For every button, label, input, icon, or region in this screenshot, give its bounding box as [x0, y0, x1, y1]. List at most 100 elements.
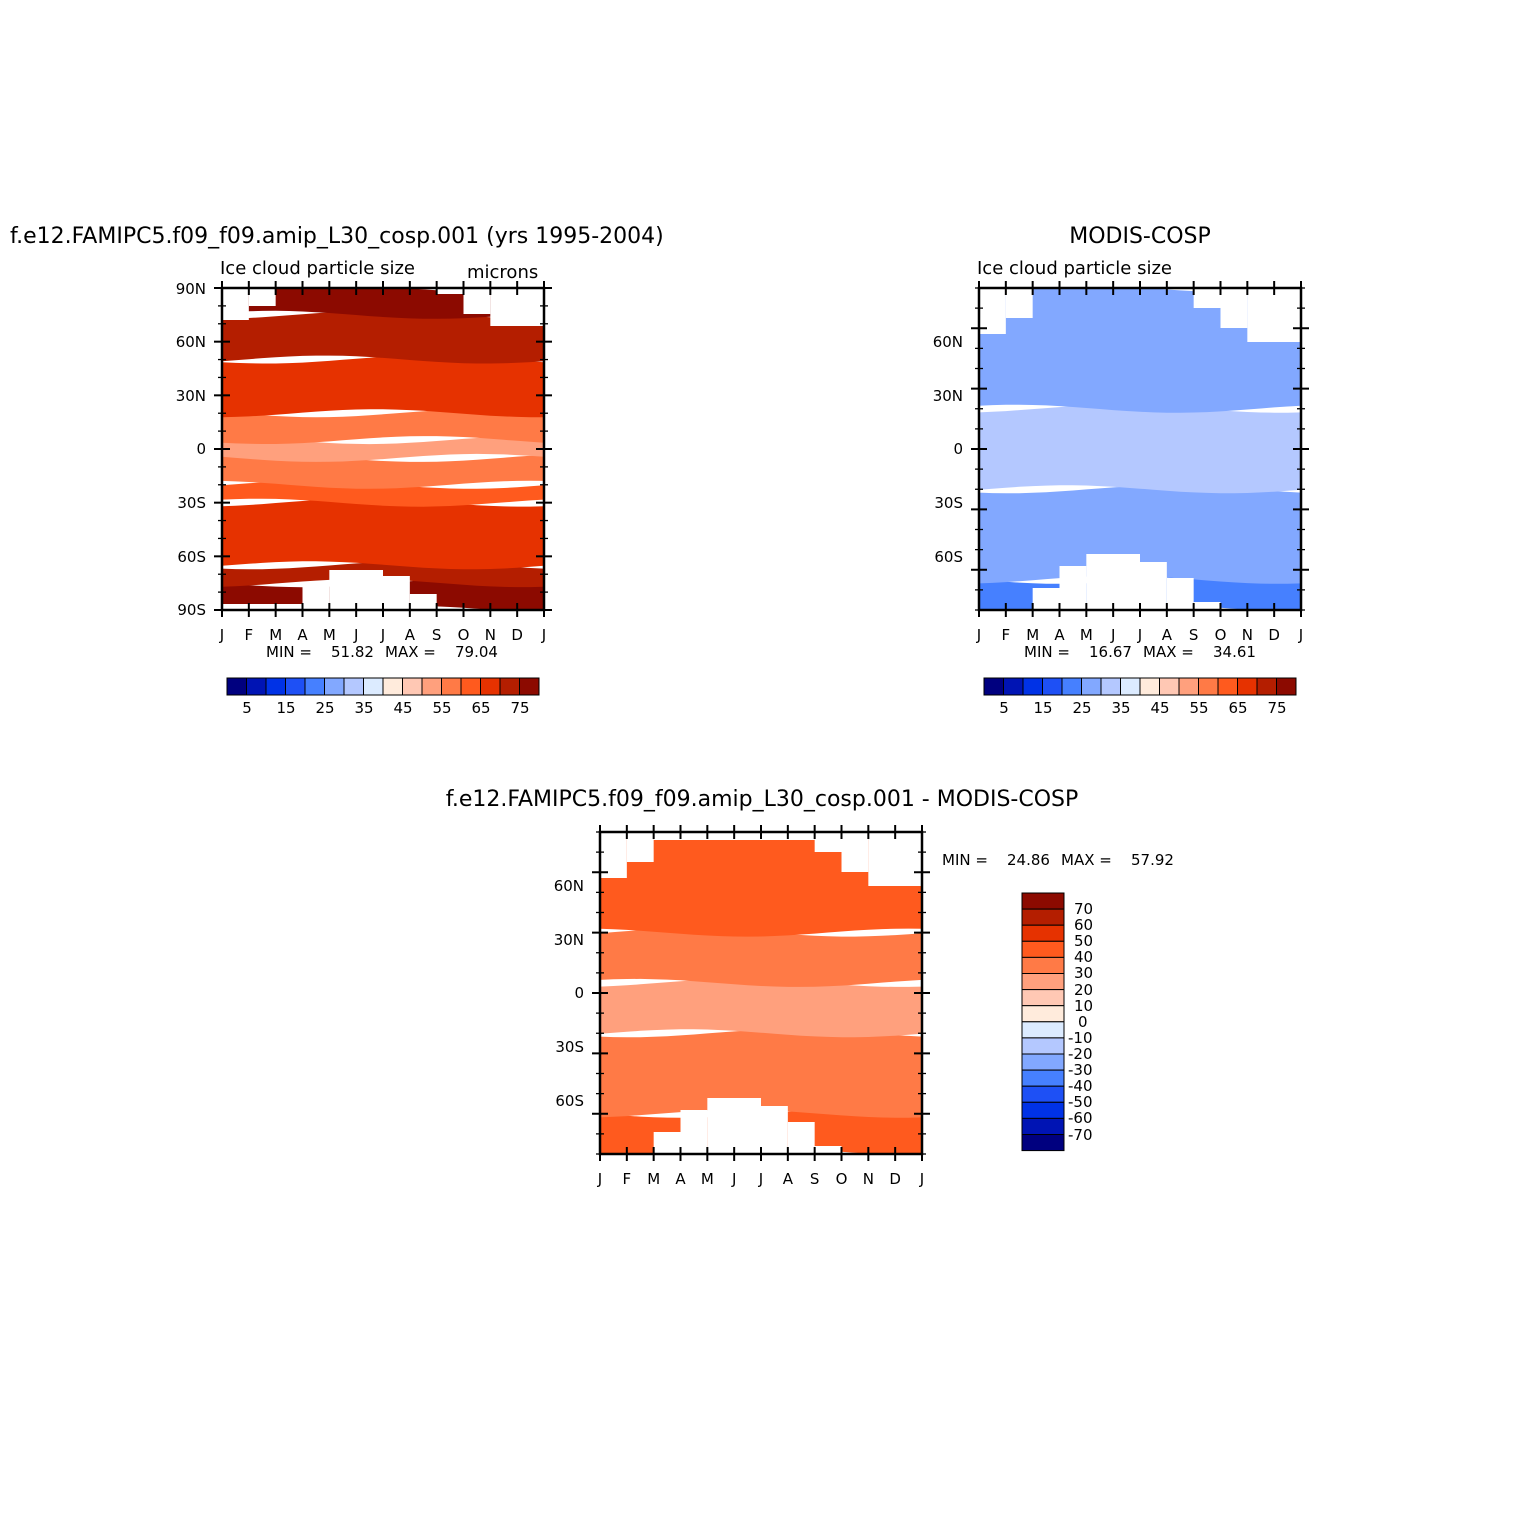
- contour-band: [222, 480, 544, 507]
- missing-data-mask: [463, 288, 491, 314]
- month-label: J: [380, 626, 385, 644]
- colorbar-swatch: [382, 677, 403, 696]
- colorbar-swatch: [1139, 677, 1160, 696]
- colorbar-label: 55: [1189, 699, 1208, 717]
- contour-band: [222, 454, 544, 489]
- missing-data-mask: [868, 832, 922, 886]
- month-label: J: [541, 626, 546, 644]
- colorbar-swatch: [441, 677, 462, 696]
- missing-data-mask: [1140, 562, 1167, 610]
- colorbar-swatch: [324, 677, 345, 696]
- contour-band: [600, 928, 922, 987]
- colorbar-label: 20: [1074, 981, 1093, 999]
- colorbar-label: 60: [1074, 916, 1093, 934]
- month-label: D: [889, 1170, 901, 1188]
- month-label: M: [701, 1170, 714, 1188]
- colorbar-swatch: [363, 677, 384, 696]
- lat-label: 90S: [177, 601, 206, 619]
- lat-label: 30S: [177, 494, 206, 512]
- colorbar-swatch: [1021, 1069, 1065, 1087]
- colorbar-swatch: [1061, 677, 1082, 696]
- month-label: O: [836, 1170, 848, 1188]
- contour-band: [600, 979, 922, 1038]
- panel-diff-colorbar: [1021, 892, 1065, 1152]
- colorbar-label: 0: [1078, 1013, 1088, 1031]
- panel-obs-max-value: 34.61: [1213, 643, 1256, 661]
- month-label: M: [323, 626, 336, 644]
- colorbar-swatch: [1276, 677, 1297, 696]
- colorbar-label: 45: [393, 699, 412, 717]
- contour-band: [222, 409, 544, 444]
- month-label: N: [1242, 626, 1253, 644]
- month-label: J: [1137, 626, 1142, 644]
- colorbar-swatch: [1217, 677, 1238, 696]
- month-label: N: [485, 626, 496, 644]
- month-label: F: [623, 1170, 632, 1188]
- month-label: M: [1026, 626, 1039, 644]
- colorbar-swatch: [1021, 924, 1065, 942]
- colorbar-swatch: [343, 677, 364, 696]
- colorbar-swatch: [1003, 677, 1024, 696]
- missing-data-mask: [1220, 288, 1248, 328]
- lat-label: 60N: [554, 877, 584, 895]
- month-label: J: [731, 1170, 736, 1188]
- month-label: A: [783, 1170, 794, 1188]
- colorbar-swatch: [1100, 677, 1121, 696]
- month-label: O: [1215, 626, 1227, 644]
- panel-obs-min-value: 16.67: [1089, 643, 1132, 661]
- missing-data-mask: [248, 288, 276, 306]
- lat-label: 60S: [934, 548, 963, 566]
- month-label: A: [405, 626, 416, 644]
- panel-obs-min-label: MIN =: [1024, 643, 1070, 661]
- lat-label: 0: [196, 440, 206, 458]
- panel-model-title: f.e12.FAMIPC5.f09_f09.amip_L30_cosp.001 …: [10, 224, 664, 249]
- colorbar-swatch: [1198, 677, 1219, 696]
- colorbar-label: 10: [1074, 997, 1093, 1015]
- colorbar-label: 35: [1111, 699, 1130, 717]
- month-label: S: [432, 626, 442, 644]
- panel-model-units: microns: [467, 262, 538, 283]
- colorbar-label: -30: [1068, 1061, 1093, 1079]
- panel-model-plot: [214, 281, 552, 617]
- month-label: F: [1002, 626, 1011, 644]
- colorbar-swatch: [460, 677, 481, 696]
- panel-diff-plot: [592, 825, 930, 1161]
- colorbar-label: 75: [510, 699, 529, 717]
- panel-model-colorbar-labels: 5 15 25 35 45 55 65 75: [242, 699, 529, 717]
- colorbar-swatch: [1021, 1021, 1065, 1039]
- month-label: J: [919, 1170, 924, 1188]
- month-label: M: [647, 1170, 660, 1188]
- contour-band: [600, 1029, 922, 1118]
- colorbar-swatch: [983, 677, 1004, 696]
- colorbar-label: 55: [432, 699, 451, 717]
- lat-label: 30S: [934, 494, 963, 512]
- panel-model-colorbar: [226, 677, 540, 696]
- colorbar-label: 65: [471, 699, 490, 717]
- panel-obs-colorbar: [983, 677, 1297, 696]
- missing-data-mask: [383, 576, 410, 610]
- month-label: A: [1162, 626, 1173, 644]
- panel-obs-colorbar-labels: 5 15 25 35 45 55 65 75: [999, 699, 1286, 717]
- colorbar-label: 35: [354, 699, 373, 717]
- colorbar-label: 15: [1033, 699, 1052, 717]
- panel-diff: f.e12.FAMIPC5.f09_f09.amip_L30_cosp.001 …: [446, 787, 1174, 1188]
- colorbar-swatch: [1021, 1053, 1065, 1071]
- panel-diff-min-value: 24.86: [1007, 851, 1050, 869]
- missing-data-mask: [1247, 288, 1301, 342]
- colorbar-swatch: [246, 677, 267, 696]
- panel-diff-colorbar-labels: 70 60 50 40 30 20 10 0 -10 -20 -30 -40 -…: [1068, 900, 1093, 1144]
- colorbar-label: -50: [1068, 1093, 1093, 1111]
- colorbar-swatch: [1021, 940, 1065, 958]
- contour-band: [979, 404, 1301, 494]
- colorbar-label: 30: [1074, 964, 1093, 982]
- colorbar-swatch: [1021, 956, 1065, 975]
- contour-band: [222, 310, 544, 364]
- month-label: M: [269, 626, 282, 644]
- colorbar-swatch: [1237, 677, 1258, 696]
- missing-data-mask: [653, 1132, 681, 1154]
- panel-obs-max-label: MAX =: [1143, 643, 1194, 661]
- colorbar-swatch: [1021, 989, 1065, 1007]
- panel-diff-lat-labels: 60N 30N 0 30S 60S: [554, 877, 584, 1110]
- missing-data-mask: [600, 832, 627, 878]
- month-label: S: [810, 1170, 820, 1188]
